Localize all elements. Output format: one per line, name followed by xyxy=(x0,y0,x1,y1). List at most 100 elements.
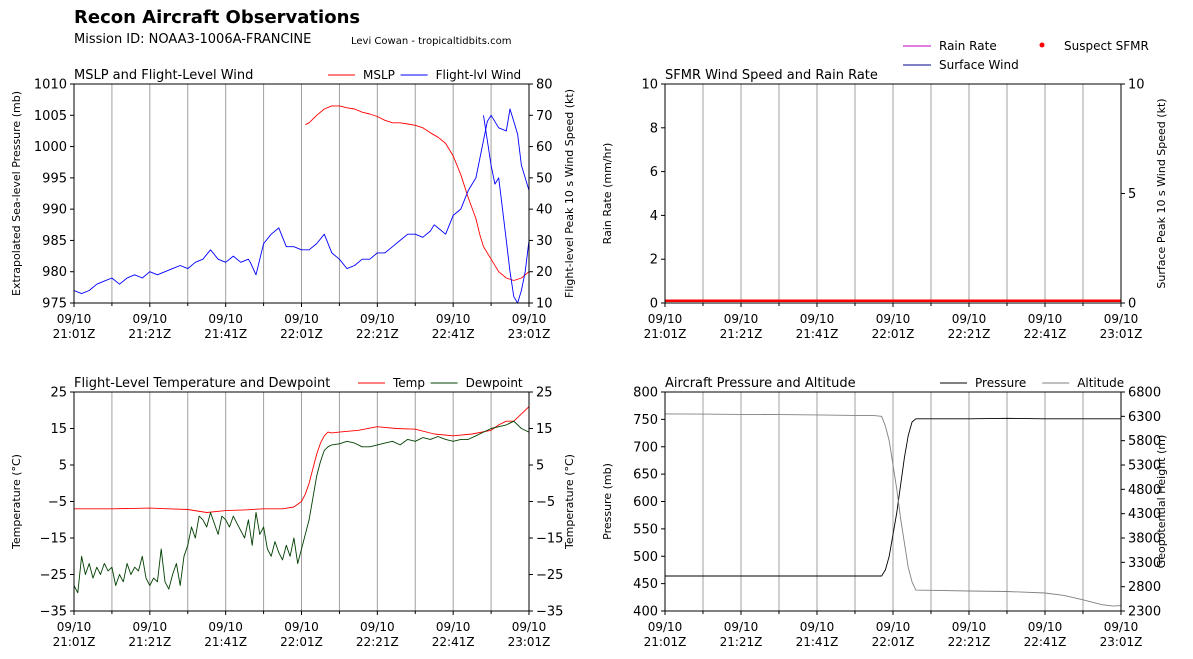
y-tick-label: 550 xyxy=(633,522,658,537)
y-tick-label: 700 xyxy=(633,440,658,455)
y-right-tick-label: −25 xyxy=(536,568,563,583)
x-tick-label: 09/10 22:21Z xyxy=(948,312,991,341)
chart-title: MSLP and Flight-Level Wind xyxy=(74,68,253,83)
chart-title: SFMR Wind Speed and Rain Rate xyxy=(665,68,878,83)
x-tick-label: 09/10 22:21Z xyxy=(356,620,399,649)
x-tick-label: 09/10 23:01Z xyxy=(508,312,551,341)
x-tick-label: 09/10 22:41Z xyxy=(1024,620,1067,649)
legend-label: Flight-lvl Wind xyxy=(436,68,522,82)
figure-title: Recon Aircraft Observations xyxy=(74,7,361,28)
y-tick-label: 500 xyxy=(633,550,658,565)
legend-label: Altitude xyxy=(1077,376,1124,390)
y-right-tick-label: 40 xyxy=(536,203,553,218)
credit-text: Levi Cowan - tropicaltidbits.com xyxy=(351,36,512,47)
chart-title: Aircraft Pressure and Altitude xyxy=(665,376,856,391)
x-tick-label: 09/10 21:01Z xyxy=(53,620,96,649)
x-tick-label: 09/10 21:01Z xyxy=(644,620,687,649)
y-axis-label: Rain Rate (mm/hr) xyxy=(601,143,614,245)
legend: Pressure Altitude xyxy=(940,376,1124,390)
x-tick-label: 09/10 22:21Z xyxy=(948,620,991,649)
x-tick-label: 09/10 22:41Z xyxy=(432,620,475,649)
y-right-tick-label: 15 xyxy=(536,422,553,437)
x-tick-label: 09/10 21:21Z xyxy=(128,312,171,341)
x-tick-label: 09/10 21:21Z xyxy=(720,312,763,341)
y-right-tick-label: 25 xyxy=(536,386,553,401)
y-tick-label: 980 xyxy=(42,265,67,280)
x-tick-label: 09/10 22:01Z xyxy=(280,620,323,649)
y-tick-label: 0 xyxy=(650,297,658,312)
x-tick-label: 09/10 21:41Z xyxy=(204,312,247,341)
chart-press-alt: 09/10 21:01Z 09/10 21:21Z 09/10 21:41Z 09/10 22… xyxy=(601,376,1168,649)
x-tick-label: 09/10 22:41Z xyxy=(432,312,475,341)
y-right-axis-label: Surface Peak 10 s Wind Speed (kt) xyxy=(1155,98,1168,288)
y-axis-label: Temperature (°C) xyxy=(10,454,23,550)
legend: Temp Dewpoint xyxy=(358,376,523,390)
series-group xyxy=(74,406,529,594)
y-right-tick-label: 5 xyxy=(1128,187,1136,202)
y-right-tick-label: 10 xyxy=(536,297,553,312)
y-right-tick-label: 0 xyxy=(1128,297,1136,312)
y-right-tick-label: 5 xyxy=(536,459,544,474)
legend-label: Dewpoint xyxy=(466,376,523,390)
series-flight-lvl-wind xyxy=(74,108,529,295)
x-tick-label: 09/10 21:41Z xyxy=(796,620,839,649)
y-tick-label: 1000 xyxy=(34,140,67,155)
x-tick-label: 09/10 22:21Z xyxy=(356,312,399,341)
x-tick-label: 09/10 22:01Z xyxy=(872,312,915,341)
legend-label: Temp xyxy=(392,376,425,390)
series-group xyxy=(74,105,529,303)
series-mslp xyxy=(305,105,529,281)
y-right-tick-label: 6300 xyxy=(1128,410,1161,425)
y-tick-label: 800 xyxy=(633,386,658,401)
chart-title: Flight-Level Temperature and Dewpoint xyxy=(74,376,330,391)
x-tick-label: 09/10 22:41Z xyxy=(1024,312,1067,341)
y-tick-label: −15 xyxy=(40,532,67,547)
chart-temp-dew: 09/10 21:01Z 09/10 21:21Z 09/10 21:41Z 09/10 22… xyxy=(10,376,576,649)
x-tick-label: 09/10 21:01Z xyxy=(644,312,687,341)
y-tick-label: −25 xyxy=(40,568,67,583)
series-group xyxy=(665,413,1121,607)
legend-label: Suspect SFMR xyxy=(1064,39,1149,53)
legend-label: Surface Wind xyxy=(939,58,1019,72)
y-tick-label: 995 xyxy=(42,171,67,186)
x-tick-label: 09/10 21:21Z xyxy=(720,620,763,649)
x-tick-label: 09/10 21:21Z xyxy=(128,620,171,649)
y-right-tick-label: 2800 xyxy=(1128,580,1161,595)
y-tick-label: 985 xyxy=(42,234,67,249)
y-tick-label: 15 xyxy=(50,422,67,437)
y-tick-label: 10 xyxy=(641,78,658,93)
y-right-tick-label: −15 xyxy=(536,532,563,547)
y-right-tick-label: 5800 xyxy=(1128,434,1161,449)
x-tick-label: 09/10 22:01Z xyxy=(280,312,323,341)
y-right-axis-label: Geopotential Height (m) xyxy=(1155,435,1168,569)
x-tick-label: 09/10 23:01Z xyxy=(1100,312,1143,341)
y-right-tick-label: 10 xyxy=(1128,78,1145,93)
y-right-tick-label: 2300 xyxy=(1128,605,1161,620)
y-tick-label: 650 xyxy=(633,468,658,483)
series-altitude xyxy=(665,413,1121,607)
y-tick-label: 400 xyxy=(633,605,658,620)
legend-label: Rain Rate xyxy=(939,39,997,53)
y-tick-label: 4 xyxy=(650,209,658,224)
y-right-tick-label: 70 xyxy=(536,109,553,124)
y-tick-label: −5 xyxy=(48,495,67,510)
x-tick-label: 09/10 23:01Z xyxy=(508,620,551,649)
legend: MSLP Flight-lvl Wind xyxy=(328,68,521,82)
y-right-tick-label: 20 xyxy=(536,265,553,280)
y-tick-label: 5 xyxy=(59,459,67,474)
y-tick-label: 8 xyxy=(650,121,658,136)
mission-id: Mission ID: NOAA3-1006A-FRANCINE xyxy=(74,32,312,47)
series-group xyxy=(665,299,1121,303)
y-right-tick-label: 30 xyxy=(536,234,553,249)
y-tick-label: 1010 xyxy=(34,78,67,93)
x-tick-label: 09/10 21:41Z xyxy=(204,620,247,649)
series-dewpoint xyxy=(74,420,529,594)
y-tick-label: 25 xyxy=(50,386,67,401)
series-flight-lvl-wind-cont- xyxy=(483,115,529,303)
y-tick-label: 6 xyxy=(650,165,658,180)
x-tick-label: 09/10 21:41Z xyxy=(796,312,839,341)
legend: Rain Rate Surface Wind Suspect SFMR xyxy=(903,39,1149,72)
x-tick-label: 09/10 22:01Z xyxy=(872,620,915,649)
y-right-tick-label: 4300 xyxy=(1128,507,1161,522)
